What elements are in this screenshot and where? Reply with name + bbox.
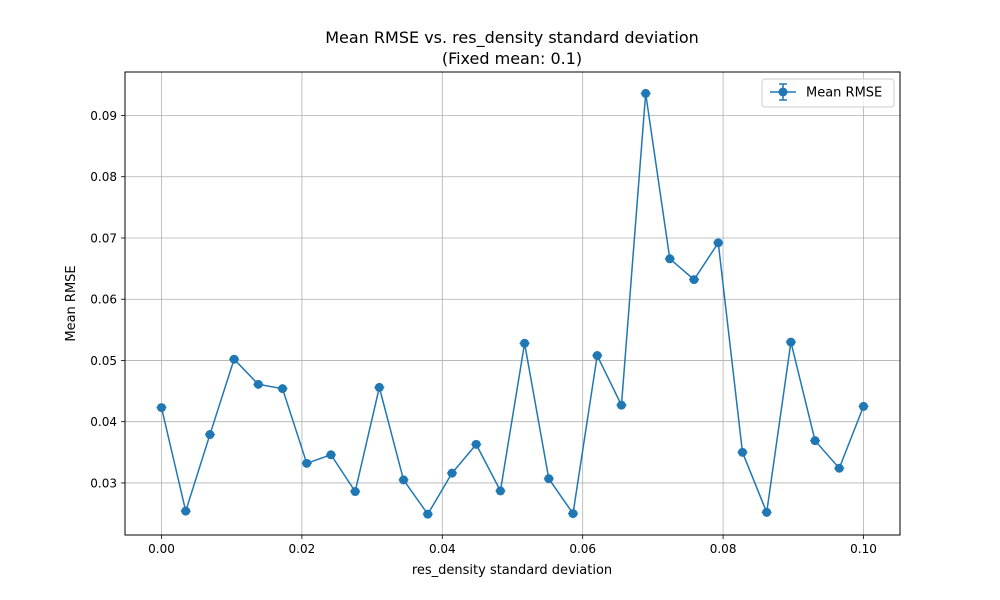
data-point — [520, 338, 530, 348]
data-point — [737, 447, 747, 457]
plot-area-frame — [124, 71, 901, 536]
y-tick-label: 0.03 — [90, 476, 117, 490]
data-point — [278, 384, 288, 394]
x-axis-ticks: 0.00 0.02 0.04 0.06 0.08 0.10 — [148, 535, 877, 556]
series-line — [160, 93, 865, 516]
data-point — [181, 506, 191, 516]
data-point — [302, 458, 312, 468]
data-point — [762, 507, 772, 517]
x-tick-label: 0.10 — [850, 542, 877, 556]
x-axis-label: res_density standard deviation — [412, 563, 612, 578]
y-tick-label: 0.07 — [90, 231, 117, 245]
data-point — [157, 403, 167, 413]
x-tick-label: 0.02 — [289, 542, 316, 556]
series-layer — [156, 88, 869, 519]
x-tick-label: 0.04 — [429, 542, 456, 556]
y-axis-label: Mean RMSE — [64, 265, 79, 341]
y-tick-label: 0.06 — [90, 293, 117, 307]
y-axis-ticks: 0.03 0.04 0.05 0.06 0.07 0.08 0.09 — [90, 109, 125, 490]
chart-title: Mean RMSE vs. res_density standard devia… — [325, 28, 699, 48]
data-point — [350, 487, 360, 497]
legend: Mean RMSE — [761, 78, 895, 108]
x-tick-label: 0.08 — [710, 542, 737, 556]
grid — [125, 72, 900, 535]
data-point — [665, 254, 675, 264]
y-tick-label: 0.09 — [90, 109, 117, 123]
data-point — [544, 474, 554, 484]
data-point — [423, 509, 433, 519]
chart-subtitle: (Fixed mean: 0.1) — [442, 49, 582, 68]
legend-label: Mean RMSE — [806, 86, 882, 101]
data-point — [689, 275, 699, 285]
data-point — [399, 475, 409, 485]
data-point — [253, 379, 263, 389]
y-tick-label: 0.05 — [90, 354, 117, 368]
data-point — [858, 401, 868, 411]
data-point — [447, 468, 457, 478]
data-point — [713, 238, 723, 248]
data-point — [810, 436, 820, 446]
data-point — [568, 509, 578, 519]
data-point — [205, 430, 215, 440]
data-point — [229, 354, 239, 364]
data-point — [641, 88, 651, 98]
legend-marker — [778, 87, 788, 97]
data-point — [471, 439, 481, 449]
data-point — [326, 450, 336, 460]
data-point — [616, 400, 626, 410]
y-tick-label: 0.08 — [90, 170, 117, 184]
data-point — [834, 463, 844, 473]
data-point — [786, 337, 796, 347]
x-tick-label: 0.06 — [569, 542, 596, 556]
data-point — [592, 351, 602, 361]
data-point — [374, 382, 384, 392]
legend-box — [761, 78, 895, 108]
y-tick-label: 0.04 — [90, 415, 117, 429]
data-point — [495, 486, 505, 496]
x-tick-label: 0.00 — [148, 542, 175, 556]
